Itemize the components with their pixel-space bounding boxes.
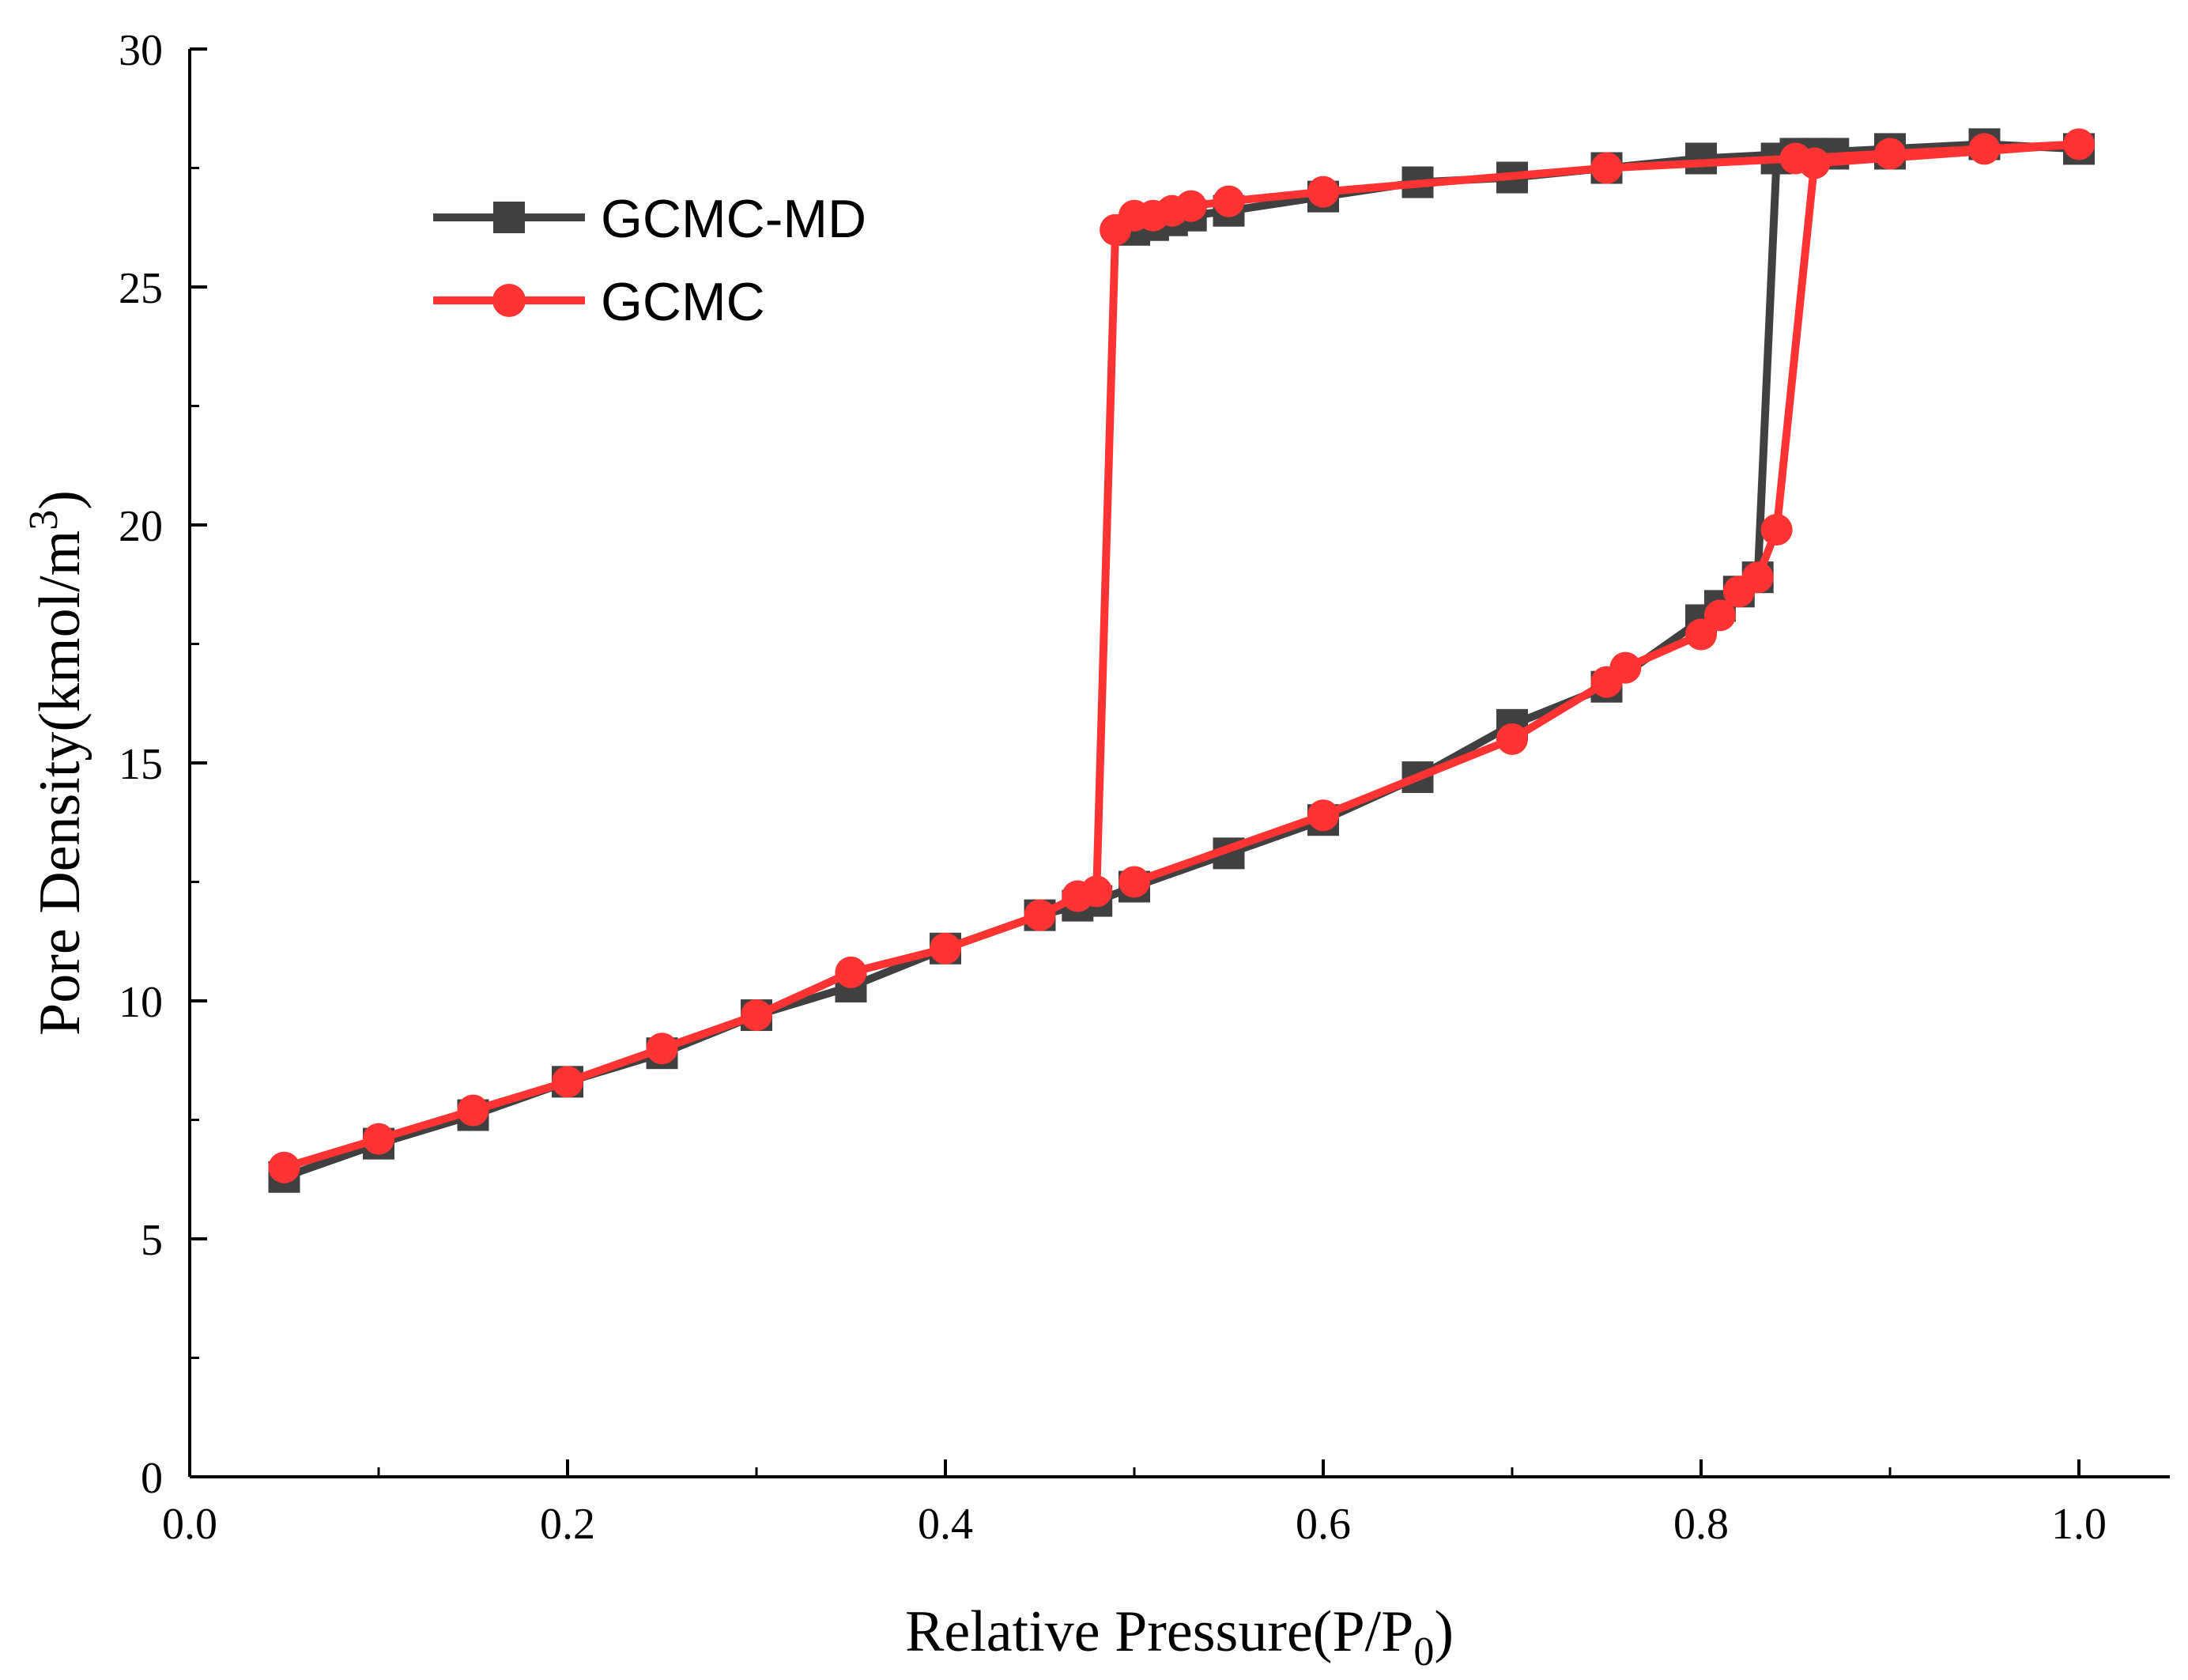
x-tick-label-5: 1.0 bbox=[2051, 1500, 2107, 1549]
point-gcmc-31 bbox=[1496, 723, 1528, 755]
y-tick-label-2: 10 bbox=[119, 978, 163, 1027]
point-gcmc-md-30 bbox=[1685, 142, 1717, 175]
point-gcmc-4 bbox=[646, 1033, 678, 1065]
x-tick-label-4: 0.8 bbox=[1673, 1500, 1729, 1549]
point-gcmc-2 bbox=[457, 1094, 489, 1127]
y-tick-label-1: 5 bbox=[141, 1216, 163, 1265]
legend: GCMC-MD GCMC bbox=[433, 189, 866, 332]
x-axis-title-main: Relative Pressure(P/P bbox=[905, 1599, 1413, 1664]
point-gcmc-23 bbox=[1798, 147, 1831, 179]
point-gcmc-24 bbox=[1760, 514, 1793, 546]
point-gcmc-16 bbox=[1213, 185, 1245, 217]
x-ticks: 0.0 0.2 0.4 0.6 0.8 1.0 bbox=[162, 1459, 2107, 1549]
y-tick-label-3: 15 bbox=[119, 740, 163, 789]
y-tick-label-4: 20 bbox=[119, 502, 163, 551]
x-tick-label-3: 0.6 bbox=[1296, 1500, 1351, 1549]
point-gcmc-18 bbox=[1590, 152, 1623, 184]
x-tick-label-1: 0.2 bbox=[540, 1500, 595, 1549]
point-gcmc-0 bbox=[268, 1151, 300, 1184]
point-gcmc-5 bbox=[741, 999, 772, 1032]
point-gcmc-15 bbox=[1175, 190, 1207, 222]
x-axis-title-sub: 0 bbox=[1413, 1629, 1434, 1674]
point-gcmc-7 bbox=[930, 932, 961, 965]
y-tick-label-6: 30 bbox=[119, 26, 163, 75]
legend-label-gcmc: GCMC bbox=[601, 272, 765, 332]
legend-marker-gcmc-md bbox=[493, 202, 525, 233]
point-gcmc-1 bbox=[363, 1123, 394, 1155]
series-layer bbox=[268, 128, 2095, 1193]
y-axis-title-end: ) bbox=[28, 490, 92, 510]
point-gcmc-33 bbox=[1119, 866, 1150, 898]
point-gcmc-10 bbox=[1081, 875, 1113, 908]
point-gcmc-21 bbox=[1968, 133, 2001, 165]
point-gcmc-28 bbox=[1685, 618, 1717, 651]
x-axis-title: Relative Pressure(P/P0) bbox=[905, 1599, 1454, 1674]
point-gcmc-26 bbox=[1722, 576, 1755, 608]
x-tick-label-2: 0.4 bbox=[918, 1500, 973, 1549]
point-gcmc-17 bbox=[1307, 176, 1339, 208]
point-gcmc-22 bbox=[2063, 128, 2095, 160]
y-tick-label-0: 0 bbox=[141, 1454, 163, 1503]
point-gcmc-6 bbox=[835, 956, 867, 988]
x-axis-title-end: ) bbox=[1434, 1599, 1454, 1664]
y-axis-title: Pore Density(kmol/m3) bbox=[21, 490, 92, 1036]
legend-label-gcmc-md: GCMC-MD bbox=[601, 189, 866, 249]
point-gcmc-8 bbox=[1024, 899, 1056, 931]
y-axis-title-main: Pore Density(kmol/m bbox=[28, 530, 92, 1036]
point-gcmc-3 bbox=[552, 1066, 583, 1098]
legend-marker-gcmc bbox=[492, 284, 526, 317]
y-tick-label-5: 25 bbox=[119, 264, 163, 313]
point-gcmc-20 bbox=[1874, 138, 1906, 170]
y-ticks: 0 5 10 15 20 25 30 bbox=[119, 26, 207, 1503]
point-gcmc-30 bbox=[1590, 666, 1623, 698]
point-gcmc-32 bbox=[1307, 799, 1339, 832]
y-axis-title-sup: 3 bbox=[21, 510, 66, 530]
x-tick-label-0: 0.0 bbox=[162, 1500, 217, 1549]
